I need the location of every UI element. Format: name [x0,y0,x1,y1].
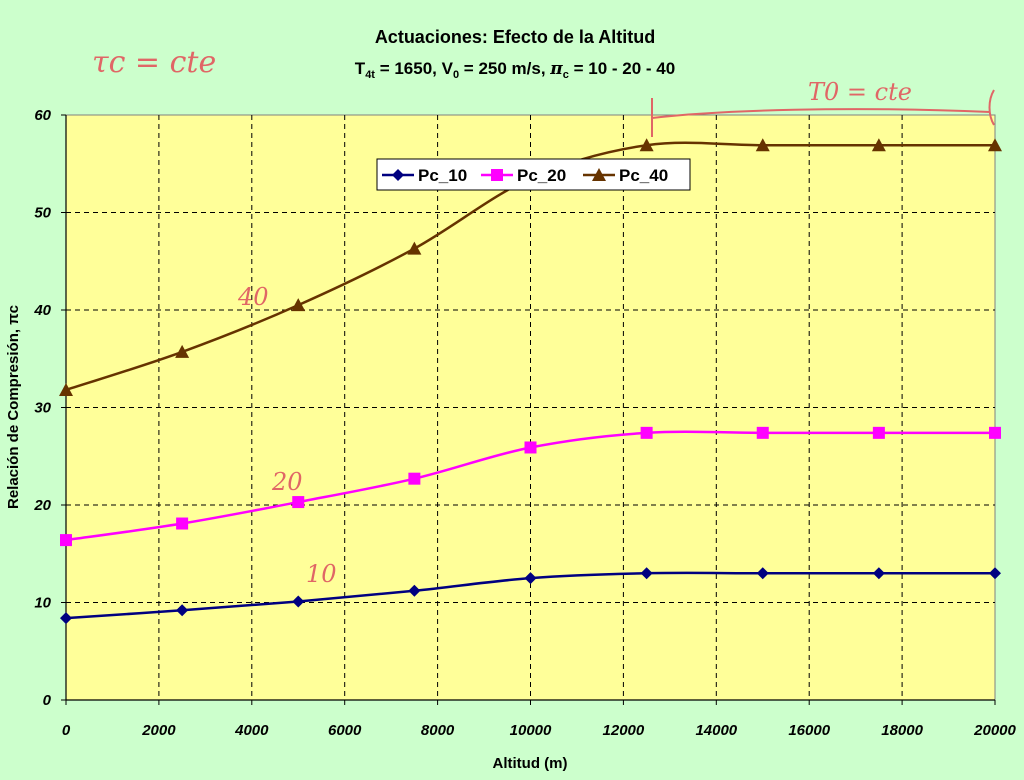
legend: Pc_10 Pc_20 Pc_40 [376,158,691,191]
subtitle-pi-sub: c [563,69,569,81]
data-point-pc40 [755,138,770,152]
data-point-pc10 [989,567,1001,580]
data-point-pc40 [59,382,73,396]
legend-marker-pc20 [491,169,503,181]
annotation-tau-cte: τc = cte [92,45,216,80]
y-tick-label: 50 [34,205,51,222]
subtitle-t: T [355,59,366,78]
handwritten-annotations: τc = cte T0 = cte 40 20 10 [92,45,995,588]
legend-marker-pc10 [392,169,404,181]
data-point-pc10 [292,595,305,608]
annotation-t0-bracket [651,89,995,137]
data-point-pc10 [176,604,189,617]
x-tick-label: 16000 [788,722,830,739]
subtitle-part2: = 250 m/s, [459,59,550,78]
y-tick-label: 20 [33,497,51,514]
data-point-pc10 [640,567,653,580]
subtitle-v-sub: 0 [453,69,459,81]
legend-label-pc20: Pc_20 [517,166,566,185]
data-point-pc20 [756,426,769,439]
data-point-pc10 [756,567,769,580]
x-tick-label: 12000 [603,722,645,739]
subtitle-t-sub: 4t [365,69,375,81]
x-tick-label: 6000 [328,722,362,739]
chart-subtitle: T4t = 1650, V0 = 250 m/s, πc = 10 - 20 -… [355,59,675,81]
y-tick-label: 40 [33,302,51,319]
annotation-20: 20 [271,468,303,496]
subtitle-part3: = 10 - 20 - 40 [569,59,675,78]
data-point-pc10 [408,584,421,597]
y-tick-label: 0 [43,692,52,709]
x-tick-label: 4000 [234,722,269,739]
data-point-pc40 [988,138,1002,152]
data-point-pc40 [291,298,306,312]
subtitle-part1: = 1650, V [375,59,454,78]
data-point-pc40 [175,344,190,358]
data-point-pc20 [524,441,537,454]
data-point-pc20 [408,472,421,485]
x-axis-label: Altitud (m) [493,755,568,772]
subtitle-pi: π [549,59,563,79]
x-tick-label: 20000 [973,722,1016,739]
data-point-pc20 [176,517,189,530]
data-point-pc20 [60,534,72,547]
data-point-pc20 [872,426,885,439]
legend-box [376,158,691,191]
x-tick-label: 10000 [510,722,552,739]
data-point-pc40 [639,138,654,152]
annotation-10: 10 [306,560,337,588]
legend-marker-pc40 [592,168,606,181]
data-point-pc20 [989,426,1001,439]
series-layer [59,138,1002,625]
x-tick-label: 8000 [421,722,455,739]
axes: 0 10 20 30 40 50 60 0 2000 4000 6000 8000 10000 12000… [33,107,1016,739]
annotation-40: 40 [237,283,269,311]
data-point-pc10 [872,567,885,580]
data-point-pc10 [524,572,537,585]
y-axis-label: Relación de Compresión, πc [5,305,22,509]
chart-title: Actuaciones: Efecto de la Altitud [375,27,655,47]
data-point-pc20 [640,426,653,439]
annotation-t0-cte: T0 = cte [808,78,912,106]
y-tick-label: 30 [34,400,51,417]
x-tick-label: 18000 [881,722,923,739]
data-point-pc40 [407,241,422,255]
x-tick-label: 14000 [695,722,737,739]
grid-lines [66,115,995,700]
y-tick-label: 10 [34,595,51,612]
y-tick-label: 60 [34,107,51,124]
legend-label-pc40: Pc_40 [619,166,668,185]
data-point-pc20 [292,496,305,509]
legend-label-pc10: Pc_10 [418,166,467,185]
data-point-pc40 [871,138,886,152]
x-tick-label: 2000 [141,722,176,739]
annotation-tau-cte-text: τc = cte [92,45,216,80]
x-tick-label: 0 [62,722,71,739]
data-point-pc10 [60,612,72,625]
